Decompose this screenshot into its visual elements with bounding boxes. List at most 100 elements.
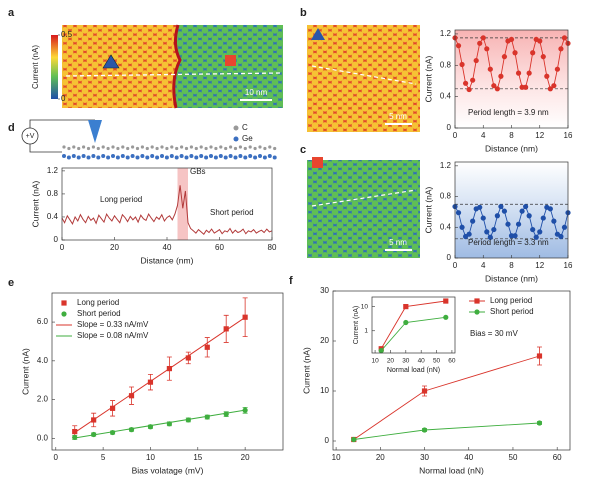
- marker: [526, 213, 532, 219]
- marker: [512, 233, 518, 239]
- scan-line: [311, 65, 417, 85]
- stm-image: [307, 25, 420, 132]
- y-tick-label: 0: [325, 436, 330, 445]
- x-axis-label: Distance (nm): [141, 255, 194, 265]
- ge-atom: [209, 154, 213, 158]
- c-atom: [238, 145, 242, 149]
- marker: [484, 229, 490, 235]
- marker: [242, 407, 248, 413]
- legend-marker: [474, 309, 480, 315]
- ge-atom: [101, 154, 106, 158]
- panel-label: e: [8, 277, 14, 289]
- c-atom: [62, 145, 66, 149]
- ge-atom: [86, 155, 91, 160]
- c-atom: [219, 145, 223, 149]
- marker: [491, 83, 497, 89]
- marker: [459, 224, 465, 230]
- marker: [443, 314, 449, 320]
- marker: [72, 434, 78, 441]
- ge-atom: [253, 155, 258, 160]
- scale-bar-label: 5 nm: [389, 238, 407, 247]
- marker: [480, 215, 486, 221]
- ge-atom: [150, 154, 155, 158]
- marker: [501, 208, 508, 214]
- marker: [523, 203, 529, 210]
- x-tick-label: 50: [509, 453, 518, 462]
- marker: [477, 40, 483, 46]
- y-tick-label: 30: [320, 286, 329, 295]
- tip-marker: [311, 28, 325, 40]
- ge-atom: [111, 154, 115, 158]
- y-tick-label: 0.8: [440, 60, 452, 69]
- marker: [498, 73, 504, 79]
- marker: [540, 215, 546, 221]
- y-tick-label: 4.0: [37, 356, 49, 365]
- y-axis-label: Current (nA): [20, 348, 30, 395]
- marker: [533, 234, 539, 240]
- marker: [72, 428, 78, 435]
- c-atom: [67, 146, 71, 151]
- marker: [561, 224, 568, 230]
- marker: [351, 436, 357, 443]
- c-atom: [111, 145, 115, 149]
- marker: [551, 83, 557, 89]
- panel-label: a: [8, 7, 15, 19]
- x-tick-label: 20: [387, 358, 395, 365]
- marker: [462, 80, 469, 86]
- x-axis-label: Distance (nm): [485, 143, 538, 153]
- ge-atom: [179, 154, 184, 158]
- c-atom: [243, 146, 247, 151]
- ge-atom: [238, 154, 243, 158]
- c-atom: [170, 145, 174, 149]
- marker: [523, 84, 529, 90]
- x-tick-label: 20: [376, 453, 385, 462]
- marker: [403, 304, 409, 310]
- c-atom: [273, 146, 277, 151]
- x-tick-label: 30: [420, 453, 429, 462]
- marker: [526, 70, 532, 76]
- marker: [530, 50, 536, 56]
- x-axis-label: Bias volatage (mV): [132, 465, 204, 475]
- colorbar-label: Current (nA): [31, 45, 40, 89]
- plot-frame: [332, 290, 571, 451]
- ge-atom: [125, 155, 130, 160]
- x-axis-label: Normal load (nN): [419, 465, 484, 475]
- colorbar-tick-label: 0.5: [61, 30, 73, 39]
- plot-frame: [61, 167, 273, 241]
- ge-atom: [272, 155, 277, 160]
- ge-atom: [184, 155, 189, 160]
- marker: [487, 234, 493, 240]
- marker: [223, 411, 229, 417]
- marker: [480, 35, 486, 41]
- ge-atom: [169, 154, 174, 158]
- c-atom: [189, 145, 193, 149]
- c-atom: [214, 146, 218, 151]
- y-axis-label: Current (nA): [423, 55, 433, 102]
- c-atom: [263, 146, 267, 151]
- c-atom: [229, 145, 233, 149]
- y-tick-label: 1.2: [47, 166, 59, 175]
- series-line: [74, 316, 246, 434]
- c-atom: [199, 145, 203, 149]
- legend-label: Short period: [490, 307, 534, 316]
- marker: [484, 46, 490, 52]
- x-tick-label: 80: [268, 243, 277, 252]
- y-tick-label: 0: [447, 253, 452, 262]
- tip-marker: [102, 54, 120, 69]
- c-atom: [204, 146, 208, 151]
- c-atom: [131, 145, 135, 149]
- ge-atom: [228, 154, 233, 158]
- ge-atom: [194, 155, 199, 160]
- x-tick-label: 4: [481, 131, 486, 140]
- x-axis-label: Normal load (nN): [387, 367, 440, 374]
- marker: [443, 298, 449, 304]
- colorbar: [51, 35, 58, 99]
- x-tick-label: 0: [60, 243, 65, 252]
- marker: [505, 221, 511, 227]
- legend-marker: [474, 298, 480, 304]
- y-tick-label: 0.4: [440, 92, 452, 101]
- marker: [558, 46, 564, 52]
- c-atom: [253, 146, 257, 151]
- panel-label: f: [289, 275, 293, 287]
- x-tick-label: 60: [448, 358, 456, 365]
